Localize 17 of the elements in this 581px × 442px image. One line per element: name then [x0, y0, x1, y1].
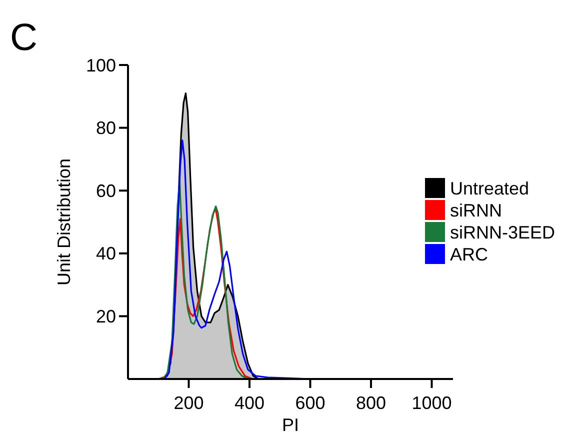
x-tick-label: 400	[234, 393, 265, 413]
x-tick-label: 200	[174, 393, 204, 413]
y-tick-label: 60	[96, 180, 116, 201]
x-tick-label: 600	[295, 393, 326, 413]
y-axis-title: Unit Distribution	[54, 158, 74, 286]
y-tick-label: 100	[86, 55, 116, 76]
legend-label: siRNN-3EED	[450, 222, 556, 242]
chart-title: C	[10, 17, 38, 59]
legend-label: siRNN	[450, 200, 502, 220]
legend-label: Untreated	[450, 178, 530, 198]
y-tick-label: 20	[96, 306, 116, 326]
x-tick-label: 1000	[412, 393, 452, 413]
y-tick-label: 80	[96, 118, 116, 138]
x-tick-label: 800	[356, 393, 386, 413]
x-axis-title: PI	[282, 415, 300, 435]
legend-label: ARC	[450, 244, 488, 264]
y-tick-label: 40	[96, 244, 116, 264]
